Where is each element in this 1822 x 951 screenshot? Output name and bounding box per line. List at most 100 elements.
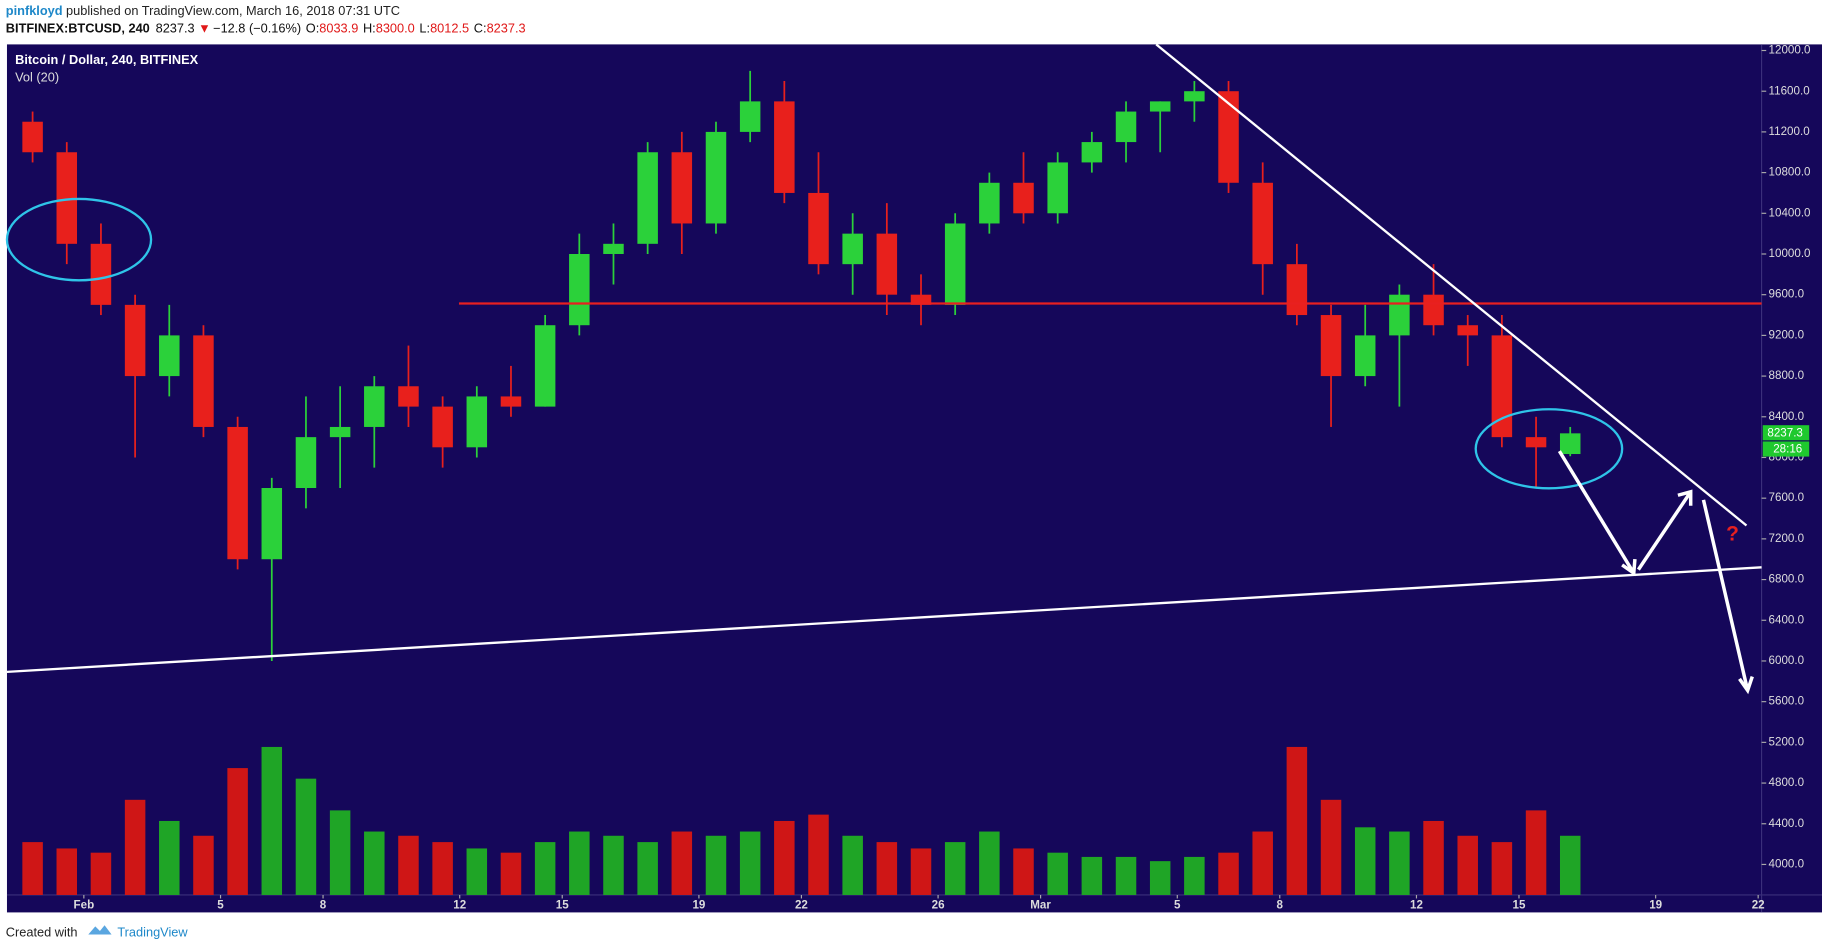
last: 8237.3 [156, 21, 195, 36]
volume-bar [56, 848, 78, 895]
x-tick-label: 19 [692, 898, 705, 911]
arrow [1701, 499, 1754, 695]
y-tick-label: 9600.0 [1769, 288, 1805, 301]
volume-bar [705, 835, 727, 895]
volume-bar [1457, 835, 1478, 895]
footer-created: Created with [6, 925, 78, 940]
h-label: H: [363, 21, 376, 36]
candle-body [1559, 433, 1581, 455]
volume-bar [261, 746, 283, 895]
volume-layer [22, 746, 1581, 895]
candle-body [1389, 294, 1410, 336]
x-tick-label: 15 [1513, 898, 1526, 911]
y-tick-label: 10400.0 [1769, 206, 1811, 219]
volume-bar [671, 831, 693, 895]
candle-body [705, 131, 727, 224]
candle-body [90, 243, 112, 305]
volume-bar [466, 848, 488, 895]
footer [0, 913, 1822, 951]
chart-title: Bitcoin / Dollar, 240, BITFINEX [15, 52, 198, 67]
candle-body [671, 152, 693, 224]
candle-body [1525, 437, 1547, 448]
support-trendline [6, 566, 1762, 674]
candle-body [876, 233, 898, 295]
candle-body [329, 426, 351, 438]
x-tick-label: 12 [1410, 898, 1423, 911]
candle-body [398, 386, 419, 407]
volume-bar [637, 842, 658, 895]
footer-brand[interactable]: TradingView [117, 925, 188, 940]
y-tick-label: 8400.0 [1769, 410, 1805, 423]
header-line1: pinfkloyd published on TradingView.com, M… [6, 3, 400, 18]
arrow [1636, 489, 1693, 571]
y-tick-label: 5600.0 [1769, 695, 1805, 708]
x-tick-label: 8 [1277, 898, 1284, 911]
volume-bar [569, 831, 590, 895]
y-tick-label: 11200.0 [1769, 125, 1810, 138]
volume-bar [22, 842, 43, 895]
chart-subtitle: Vol (20) [15, 69, 59, 84]
candle-body [842, 233, 863, 265]
volume-bar [124, 799, 146, 895]
c-label: C: [474, 21, 487, 36]
volume-bar [1389, 831, 1410, 895]
x-tick-label: Mar [1030, 898, 1051, 911]
candle-body [466, 396, 488, 448]
x-tick-label: 12 [453, 898, 466, 911]
y-tick-label: 6800.0 [1769, 573, 1805, 586]
candle-body [56, 152, 78, 244]
logo [88, 925, 112, 935]
candle-body [227, 426, 248, 560]
y-tick-label: 8800.0 [1769, 369, 1805, 382]
volume-bar [364, 831, 385, 895]
candle-body [261, 488, 283, 560]
volume-bar [534, 842, 556, 895]
candle-layer [22, 70, 1581, 661]
volume-bar [842, 835, 863, 895]
volume-bar [1423, 820, 1444, 895]
ellipse [5, 197, 153, 282]
volume-bar [1115, 856, 1137, 895]
y-tick-label: 10000.0 [1769, 247, 1811, 260]
axes: 4000.0 4400.0 4800.0 5200.0 5600.0 6000.0 6400… [74, 44, 1811, 912]
candle-body [569, 253, 590, 326]
countdown-label: 28:16 [1773, 443, 1802, 456]
x-tick-label: 15 [556, 898, 569, 911]
author[interactable]: pinfkloyd [6, 3, 63, 18]
candle-body [1252, 182, 1273, 265]
candle-body [979, 182, 1000, 224]
y-tick-label: 6000.0 [1769, 654, 1805, 667]
candle-body [774, 101, 795, 193]
arrow [1557, 450, 1637, 577]
o: 8033.9 [319, 21, 358, 36]
candle-body [739, 101, 761, 132]
candle-body [193, 335, 214, 427]
y-tick-label: 7200.0 [1769, 532, 1805, 545]
volume-bar [876, 842, 898, 895]
volume-bar [1252, 831, 1273, 895]
l-label: L: [419, 21, 430, 36]
candle-body [1013, 182, 1034, 214]
x-tick-label: 26 [932, 898, 945, 911]
candle-body [124, 304, 146, 377]
drawings [5, 43, 1762, 695]
volume-bar [1218, 852, 1239, 895]
candle-body [1286, 264, 1308, 316]
volume-bar [808, 814, 829, 895]
candle-body [1115, 111, 1137, 143]
volume-bar [739, 831, 761, 895]
y-tick-label: 6400.0 [1769, 613, 1805, 626]
published: published on TradingView.com, March 16, … [66, 3, 400, 18]
question-mark: ? [1726, 522, 1739, 545]
volume-bar [90, 852, 112, 895]
candle-body [534, 325, 556, 407]
candle-body [1457, 325, 1478, 336]
y-tick-label: 12000.0 [1769, 44, 1811, 57]
volume-bar [500, 852, 522, 895]
volume-bar [910, 848, 932, 895]
volume-bar [1320, 799, 1342, 895]
volume-bar [193, 835, 214, 895]
volume-bar [329, 810, 351, 895]
volume-bar [432, 842, 453, 895]
